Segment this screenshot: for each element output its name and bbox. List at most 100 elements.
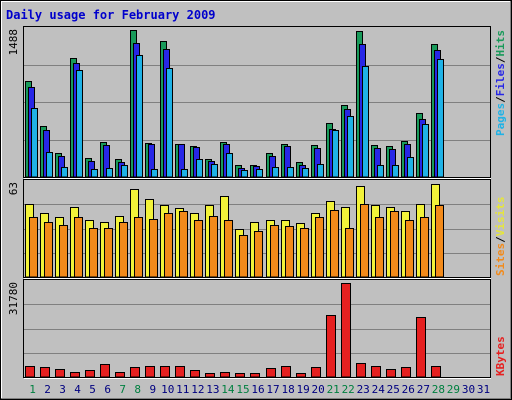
x-tick-label-day-21: 21 xyxy=(327,383,340,396)
x-tick-label-day-26: 26 xyxy=(402,383,415,396)
x-axis-labels: 1 2 3 4 5 6 7 8 9 10 11 12 13 14 15 16 17 18 19 20 21 22 23 24 2… xyxy=(29,383,490,396)
bar-pages-day-23 xyxy=(362,66,369,178)
bar-sites-day-15 xyxy=(239,235,248,278)
legend-group-2: Sites/Visits xyxy=(494,197,507,277)
bar-kbytes-day-6 xyxy=(100,364,110,378)
bar-pages-day-12 xyxy=(196,159,203,178)
bar-sites-day-14 xyxy=(224,220,233,278)
bar-kbytes-day-24 xyxy=(371,366,381,378)
bar-kbytes-day-17 xyxy=(266,368,276,378)
bar-kbytes-day-23 xyxy=(356,363,366,378)
bar-kbytes-day-2 xyxy=(40,367,50,378)
bar-kbytes-day-11 xyxy=(175,366,185,378)
bar-pages-day-6 xyxy=(106,168,113,178)
bar-pages-day-20 xyxy=(317,164,324,178)
bar-kbytes-day-27 xyxy=(416,317,426,378)
x-tick-label-day-15: 15 xyxy=(236,383,249,396)
x-tick-label-day-18: 18 xyxy=(281,383,294,396)
x-tick-label-day-28: 28 xyxy=(432,383,445,396)
legend-group-1: Pages/Files/Hits xyxy=(494,30,507,136)
bar-sites-day-18 xyxy=(285,226,294,278)
x-tick-label-day-23: 23 xyxy=(357,383,370,396)
x-tick-label-day-17: 17 xyxy=(266,383,279,396)
legend-sites: Sites xyxy=(494,243,507,276)
legend-pages: Pages xyxy=(494,103,507,136)
x-tick-label-day-29: 29 xyxy=(447,383,460,396)
x-tick-label-day-7: 7 xyxy=(119,383,126,396)
bar-pages-day-13 xyxy=(211,164,218,178)
panel-visits xyxy=(23,179,491,279)
bar-kbytes-day-14 xyxy=(220,372,230,378)
chart-title: Daily usage for February 2009 xyxy=(6,8,216,22)
bar-kbytes-day-8 xyxy=(130,367,140,378)
bar-kbytes-day-1 xyxy=(25,366,35,378)
bar-pages-day-15 xyxy=(241,170,248,178)
x-tick-label-day-4: 4 xyxy=(74,383,81,396)
bar-sites-day-6 xyxy=(104,228,113,278)
legend-separator: / xyxy=(494,236,507,243)
bar-sites-day-17 xyxy=(270,225,279,278)
bar-sites-day-10 xyxy=(164,213,173,278)
x-tick-label-day-20: 20 xyxy=(311,383,324,396)
bar-kbytes-day-18 xyxy=(281,366,291,378)
bar-sites-day-5 xyxy=(89,228,98,278)
bar-pages-day-26 xyxy=(407,157,414,178)
bar-pages-day-19 xyxy=(302,168,309,178)
bar-sites-day-4 xyxy=(74,217,83,278)
panel-kbytes-ymax-label: 31780 xyxy=(7,282,20,315)
bar-kbytes-day-15 xyxy=(235,373,245,378)
x-tick-label-day-27: 27 xyxy=(417,383,430,396)
legend-group-3: KBytes xyxy=(494,336,507,376)
bar-pages-day-8 xyxy=(136,55,143,178)
bar-sites-day-25 xyxy=(390,211,399,278)
bar-pages-day-16 xyxy=(256,169,263,178)
panel-kbytes xyxy=(23,279,491,379)
bar-kbytes-day-26 xyxy=(401,367,411,378)
bar-sites-day-13 xyxy=(209,216,218,278)
bar-pages-day-5 xyxy=(91,169,98,178)
bar-kbytes-day-21 xyxy=(326,315,336,378)
x-tick-label-day-25: 25 xyxy=(387,383,400,396)
x-tick-label-day-3: 3 xyxy=(59,383,66,396)
bar-kbytes-day-9 xyxy=(145,366,155,378)
bar-pages-day-4 xyxy=(76,70,83,178)
x-tick-label-day-19: 19 xyxy=(296,383,309,396)
bar-sites-day-2 xyxy=(44,222,53,278)
x-tick-label-day-1: 1 xyxy=(29,383,36,396)
x-tick-label-day-14: 14 xyxy=(221,383,235,396)
bar-kbytes-day-20 xyxy=(311,367,321,378)
panel-visits-ymax-label: 63 xyxy=(7,182,20,195)
bar-pages-day-3 xyxy=(61,167,68,178)
legend-separator: / xyxy=(494,56,507,63)
bar-kbytes-day-12 xyxy=(190,370,200,378)
x-tick-label-day-30: 30 xyxy=(462,383,475,396)
bar-sites-day-3 xyxy=(59,225,68,278)
bar-sites-day-8 xyxy=(134,217,143,278)
bar-kbytes-day-7 xyxy=(115,372,125,378)
x-tick-label-day-11: 11 xyxy=(176,383,189,396)
bar-sites-day-23 xyxy=(360,204,369,278)
x-tick-label-day-2: 2 xyxy=(44,383,51,396)
bar-kbytes-day-5 xyxy=(85,370,95,378)
bar-kbytes-day-19 xyxy=(296,373,306,378)
bar-pages-day-24 xyxy=(377,165,384,178)
legend-hits: Hits xyxy=(494,30,507,57)
x-tick-label-day-31: 31 xyxy=(477,383,490,396)
x-tick-label-day-12: 12 xyxy=(191,383,204,396)
bar-pages-day-2 xyxy=(46,152,53,178)
bar-kbytes-day-22 xyxy=(341,283,351,378)
legend-kbytes: KBytes xyxy=(494,336,507,376)
x-tick-label-day-24: 24 xyxy=(372,383,386,396)
bar-sites-day-7 xyxy=(119,222,128,278)
x-tick-label-day-16: 16 xyxy=(251,383,264,396)
bar-kbytes-day-10 xyxy=(160,366,170,378)
bar-sites-day-1 xyxy=(29,217,38,278)
bar-sites-day-20 xyxy=(315,217,324,278)
bar-kbytes-day-16 xyxy=(250,373,260,378)
bar-kbytes-day-4 xyxy=(70,372,80,378)
legend-visits: Visits xyxy=(494,197,507,237)
bar-pages-day-10 xyxy=(166,68,173,178)
bar-pages-day-27 xyxy=(422,124,429,178)
